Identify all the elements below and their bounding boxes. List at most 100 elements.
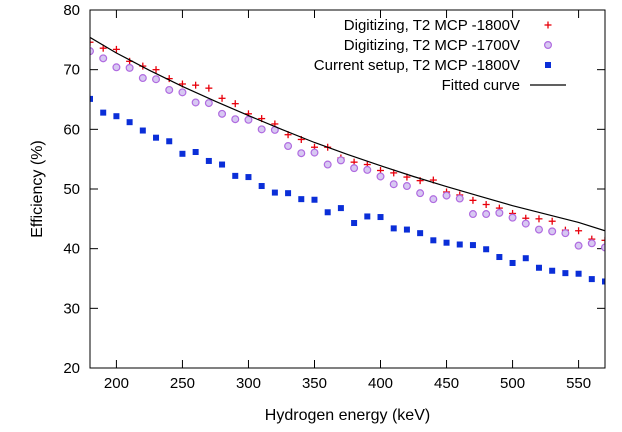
data-point-square [509,259,516,266]
data-point-square [153,134,160,141]
legend-label: Digitizing, T2 MCP -1700V [344,37,520,54]
y-tick-label: 50 [63,181,80,198]
data-point-circle [468,210,477,219]
data-point-plus [90,38,94,46]
data-point-circle [548,227,557,236]
data-point-plus [192,81,200,89]
data-point-square [324,209,331,216]
data-point-plus [544,21,552,29]
data-point-square [390,225,397,232]
data-point-circle [99,54,108,63]
x-tick-label: 200 [104,375,129,392]
data-point-circle [561,229,570,238]
axis-ticks: 200 250 300 350 400 450 500 550 20 30 40 50 60 70 80 [63,2,605,392]
data-point-circle [521,219,530,228]
data-point-square [430,237,437,244]
y-tick-label: 80 [63,2,80,19]
x-axis-label: Hydrogen energy (keV) [265,407,430,424]
data-point-square [575,270,582,277]
data-point-square [535,264,542,271]
data-point-plus [482,201,490,209]
data-point-square [403,226,410,233]
legend-label: Fitted curve [442,77,520,94]
data-point-square [192,149,199,156]
data-point-circle [336,156,345,165]
data-point-circle [257,125,266,134]
series-layer [90,36,605,285]
legend-label: Digitizing, T2 MCP -1800V [344,17,520,34]
y-tick-label: 20 [63,360,80,377]
y-axis-label: Efficiency (%) [29,140,46,238]
data-point-circle [482,210,491,219]
fitted-curve-line [90,36,605,232]
x-tick-label: 400 [368,375,393,392]
data-point-square [285,190,292,197]
data-point-circle [191,98,200,107]
y-tick-label: 60 [63,121,80,138]
data-point-square [496,254,503,261]
data-point-square [126,119,133,126]
data-point-square [443,239,450,246]
data-point-circle [244,115,253,124]
x-tick-label: 450 [434,375,459,392]
series-3 [90,36,605,232]
data-point-circle [350,164,359,173]
legend-label: Current setup, T2 MCP -1800V [314,57,520,74]
data-point-square [90,95,93,102]
data-point-circle [495,208,504,217]
data-point-plus [205,84,213,92]
data-point-circle [297,149,306,158]
data-point-circle [231,115,240,124]
data-point-square [271,189,278,196]
data-point-square [311,196,318,203]
y-tick-label: 70 [63,62,80,79]
data-point-square [469,242,476,249]
data-point-circle [323,160,332,169]
data-point-circle [363,165,372,174]
data-point-circle [389,180,398,189]
data-point-square [205,157,212,164]
data-point-plus [575,227,583,235]
data-point-circle [112,63,121,72]
data-point-plus [231,100,239,108]
data-point-plus [152,66,160,74]
data-point-square [562,270,569,277]
y-tick-label: 40 [63,241,80,258]
data-point-plus [469,196,477,204]
data-point-square [245,174,252,181]
data-point-square [351,220,358,227]
data-point-circle [429,195,438,204]
data-point-circle [587,239,596,248]
x-tick-label: 350 [302,375,327,392]
data-point-plus [535,215,543,223]
data-point-square [417,230,424,237]
data-point-square [602,278,605,285]
data-point-circle [534,225,543,234]
data-point-square [545,62,551,68]
data-point-square [377,214,384,221]
data-point-circle [416,189,425,198]
data-point-circle [402,182,411,191]
data-point-square [179,150,186,157]
x-tick-label: 550 [566,375,591,392]
data-point-square [456,241,463,248]
data-point-circle [543,40,552,49]
data-point-square [483,246,490,253]
data-point-square [298,196,305,203]
data-point-circle [218,109,227,118]
data-point-circle [508,213,517,222]
legend: Digitizing, T2 MCP -1800V Digitizing, T2 … [314,17,566,94]
data-point-plus [218,94,226,102]
data-point-circle [138,74,147,83]
data-point-circle [165,85,174,94]
x-tick-label: 250 [170,375,195,392]
data-point-square [522,255,529,262]
data-point-circle [90,47,94,56]
series-2 [90,95,605,285]
data-point-square [549,267,556,274]
data-point-square [166,138,173,145]
data-point-square [588,276,595,283]
data-point-circle [125,63,134,72]
data-point-square [232,172,239,179]
